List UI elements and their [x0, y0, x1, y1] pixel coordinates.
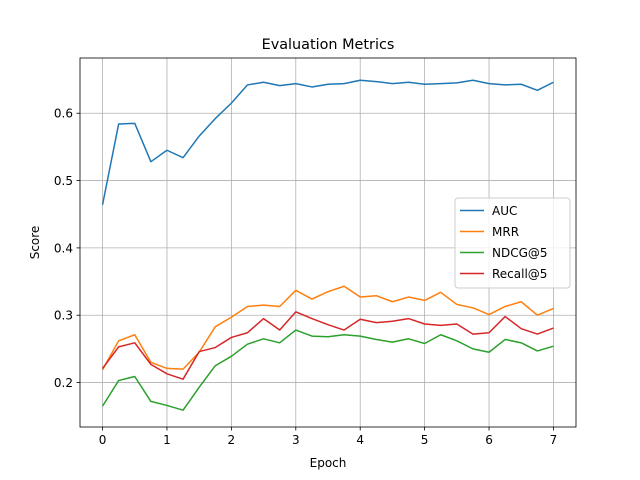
x-axis-label: Epoch	[310, 456, 347, 470]
x-tick-label: 7	[550, 433, 558, 447]
axes-frame	[79, 57, 577, 428]
y-tick-label: 0.5	[54, 174, 73, 188]
y-axis-label: Score	[28, 226, 42, 260]
ticks: 0 1 2 3 4 5 6 7 0.2 0.3 0.4 0.5 0.6	[54, 107, 557, 447]
series-line-recall-5	[101, 311, 554, 380]
series-line-mrr	[101, 285, 554, 371]
legend-label: NDCG@5	[492, 246, 548, 260]
legend: AUC MRR NDCG@5 Recall@5	[454, 197, 571, 289]
y-tick-label: 0.3	[54, 309, 73, 323]
y-tick-label: 0.2	[54, 376, 73, 390]
x-tick-label: 3	[292, 433, 300, 447]
legend-label: AUC	[492, 204, 517, 218]
series-line-ndcg-5	[101, 329, 554, 411]
y-tick-label: 0.4	[54, 241, 73, 255]
y-tick-label: 0.6	[54, 107, 73, 121]
chart-title: Evaluation Metrics	[262, 37, 395, 53]
legend-label: Recall@5	[492, 267, 547, 281]
x-tick-label: 6	[485, 433, 493, 447]
series-lines	[101, 79, 554, 411]
legend-box	[454, 197, 571, 289]
x-tick-label: 4	[356, 433, 364, 447]
x-tick-label: 5	[421, 433, 429, 447]
series-line-auc	[101, 79, 554, 205]
x-tick-label: 0	[99, 433, 107, 447]
x-tick-label: 2	[228, 433, 236, 447]
legend-label: MRR	[492, 225, 519, 239]
x-tick-label: 1	[163, 433, 171, 447]
